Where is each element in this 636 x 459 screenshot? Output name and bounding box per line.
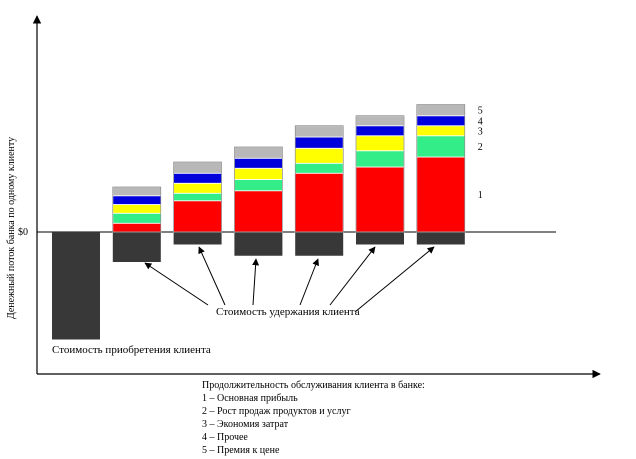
bar-segment-base-profit <box>233 190 283 233</box>
retention-cost-label: Стоимость удержания клиента <box>216 306 360 318</box>
zero-label: $0 <box>18 227 28 238</box>
bar-segment-other <box>416 115 466 127</box>
acquisition-cost-label: Стоимость приобретения клиента <box>52 344 211 356</box>
segment-index-label-5: 5 <box>478 106 483 117</box>
retention-arrows <box>144 246 435 313</box>
bar-segment-sales-growth <box>233 179 283 192</box>
segment-index-label-2: 2 <box>478 142 483 153</box>
legend-item-4: 4 – Прочее <box>202 432 248 443</box>
retention-cost-bar <box>234 232 283 256</box>
bar-segment-other <box>112 195 162 205</box>
retention-cost-bar <box>416 232 465 245</box>
bar-segment-sales-growth <box>112 212 162 224</box>
bar-segment-cost-savings <box>416 125 466 137</box>
segment-index-label-4: 4 <box>478 116 483 127</box>
bar-segment-price-premium <box>355 115 405 127</box>
bar-segment-other <box>173 172 223 184</box>
y-axis-title: Денежный поток банка по одному клиенту <box>6 137 17 319</box>
bar-segment-cost-savings <box>112 204 162 214</box>
bar-segment-other <box>294 136 344 149</box>
segment-labels: 1 2 345 <box>478 106 483 201</box>
bar-outline <box>234 146 283 233</box>
bar-outline <box>294 125 344 233</box>
bar-segment-other <box>233 157 283 169</box>
bar-segment-base-profit <box>294 172 344 233</box>
bar-outline <box>355 115 405 233</box>
retention-cost-bar <box>295 232 344 256</box>
x-axis-title: Продолжительность обслуживания клиента в… <box>202 380 425 391</box>
bar-segment-price-premium <box>233 146 283 159</box>
bar-segment-price-premium <box>294 125 344 138</box>
bar-outline <box>173 161 222 233</box>
legend-item-1: 1 – Основная прибыль <box>202 393 298 404</box>
segment-index-label-1: 1 <box>478 190 483 201</box>
legend-item-5: 5 – Премия к цене <box>202 445 280 456</box>
bar-segment-cost-savings <box>233 167 283 180</box>
retention-cost-bar <box>112 232 161 262</box>
acquisition-cost-bar <box>52 232 100 340</box>
bar-segment-price-premium <box>112 186 162 197</box>
bar-segment-cost-savings <box>173 182 223 194</box>
retention-cost-bar <box>356 232 404 245</box>
segment-index-label-3: 3 <box>478 126 483 137</box>
bar-segment-sales-growth <box>294 162 344 174</box>
bar-segment-other <box>355 125 405 137</box>
bar-segment-price-premium <box>173 161 223 174</box>
bar-segment-cost-savings <box>355 135 405 152</box>
bar-outline <box>416 104 466 233</box>
bar-segment-cost-savings <box>294 147 344 164</box>
bars-group <box>52 104 466 340</box>
bar-segment-base-profit <box>173 200 223 233</box>
bar-segment-sales-growth <box>173 192 223 202</box>
bar-segment-base-profit <box>355 166 405 233</box>
bar-segment-base-profit <box>416 156 466 233</box>
bar-segment-sales-growth <box>355 150 405 168</box>
legend-item-3: 3 – Экономия затрат <box>202 419 289 430</box>
legend-item-2: 2 – Рост продаж продуктов и услуг <box>202 406 351 417</box>
bar-outline <box>112 186 162 233</box>
bar-segment-sales-growth <box>416 135 466 158</box>
retention-cost-bar <box>173 232 222 245</box>
bar-segment-price-premium <box>416 104 466 117</box>
bar-segment-base-profit <box>112 222 162 233</box>
